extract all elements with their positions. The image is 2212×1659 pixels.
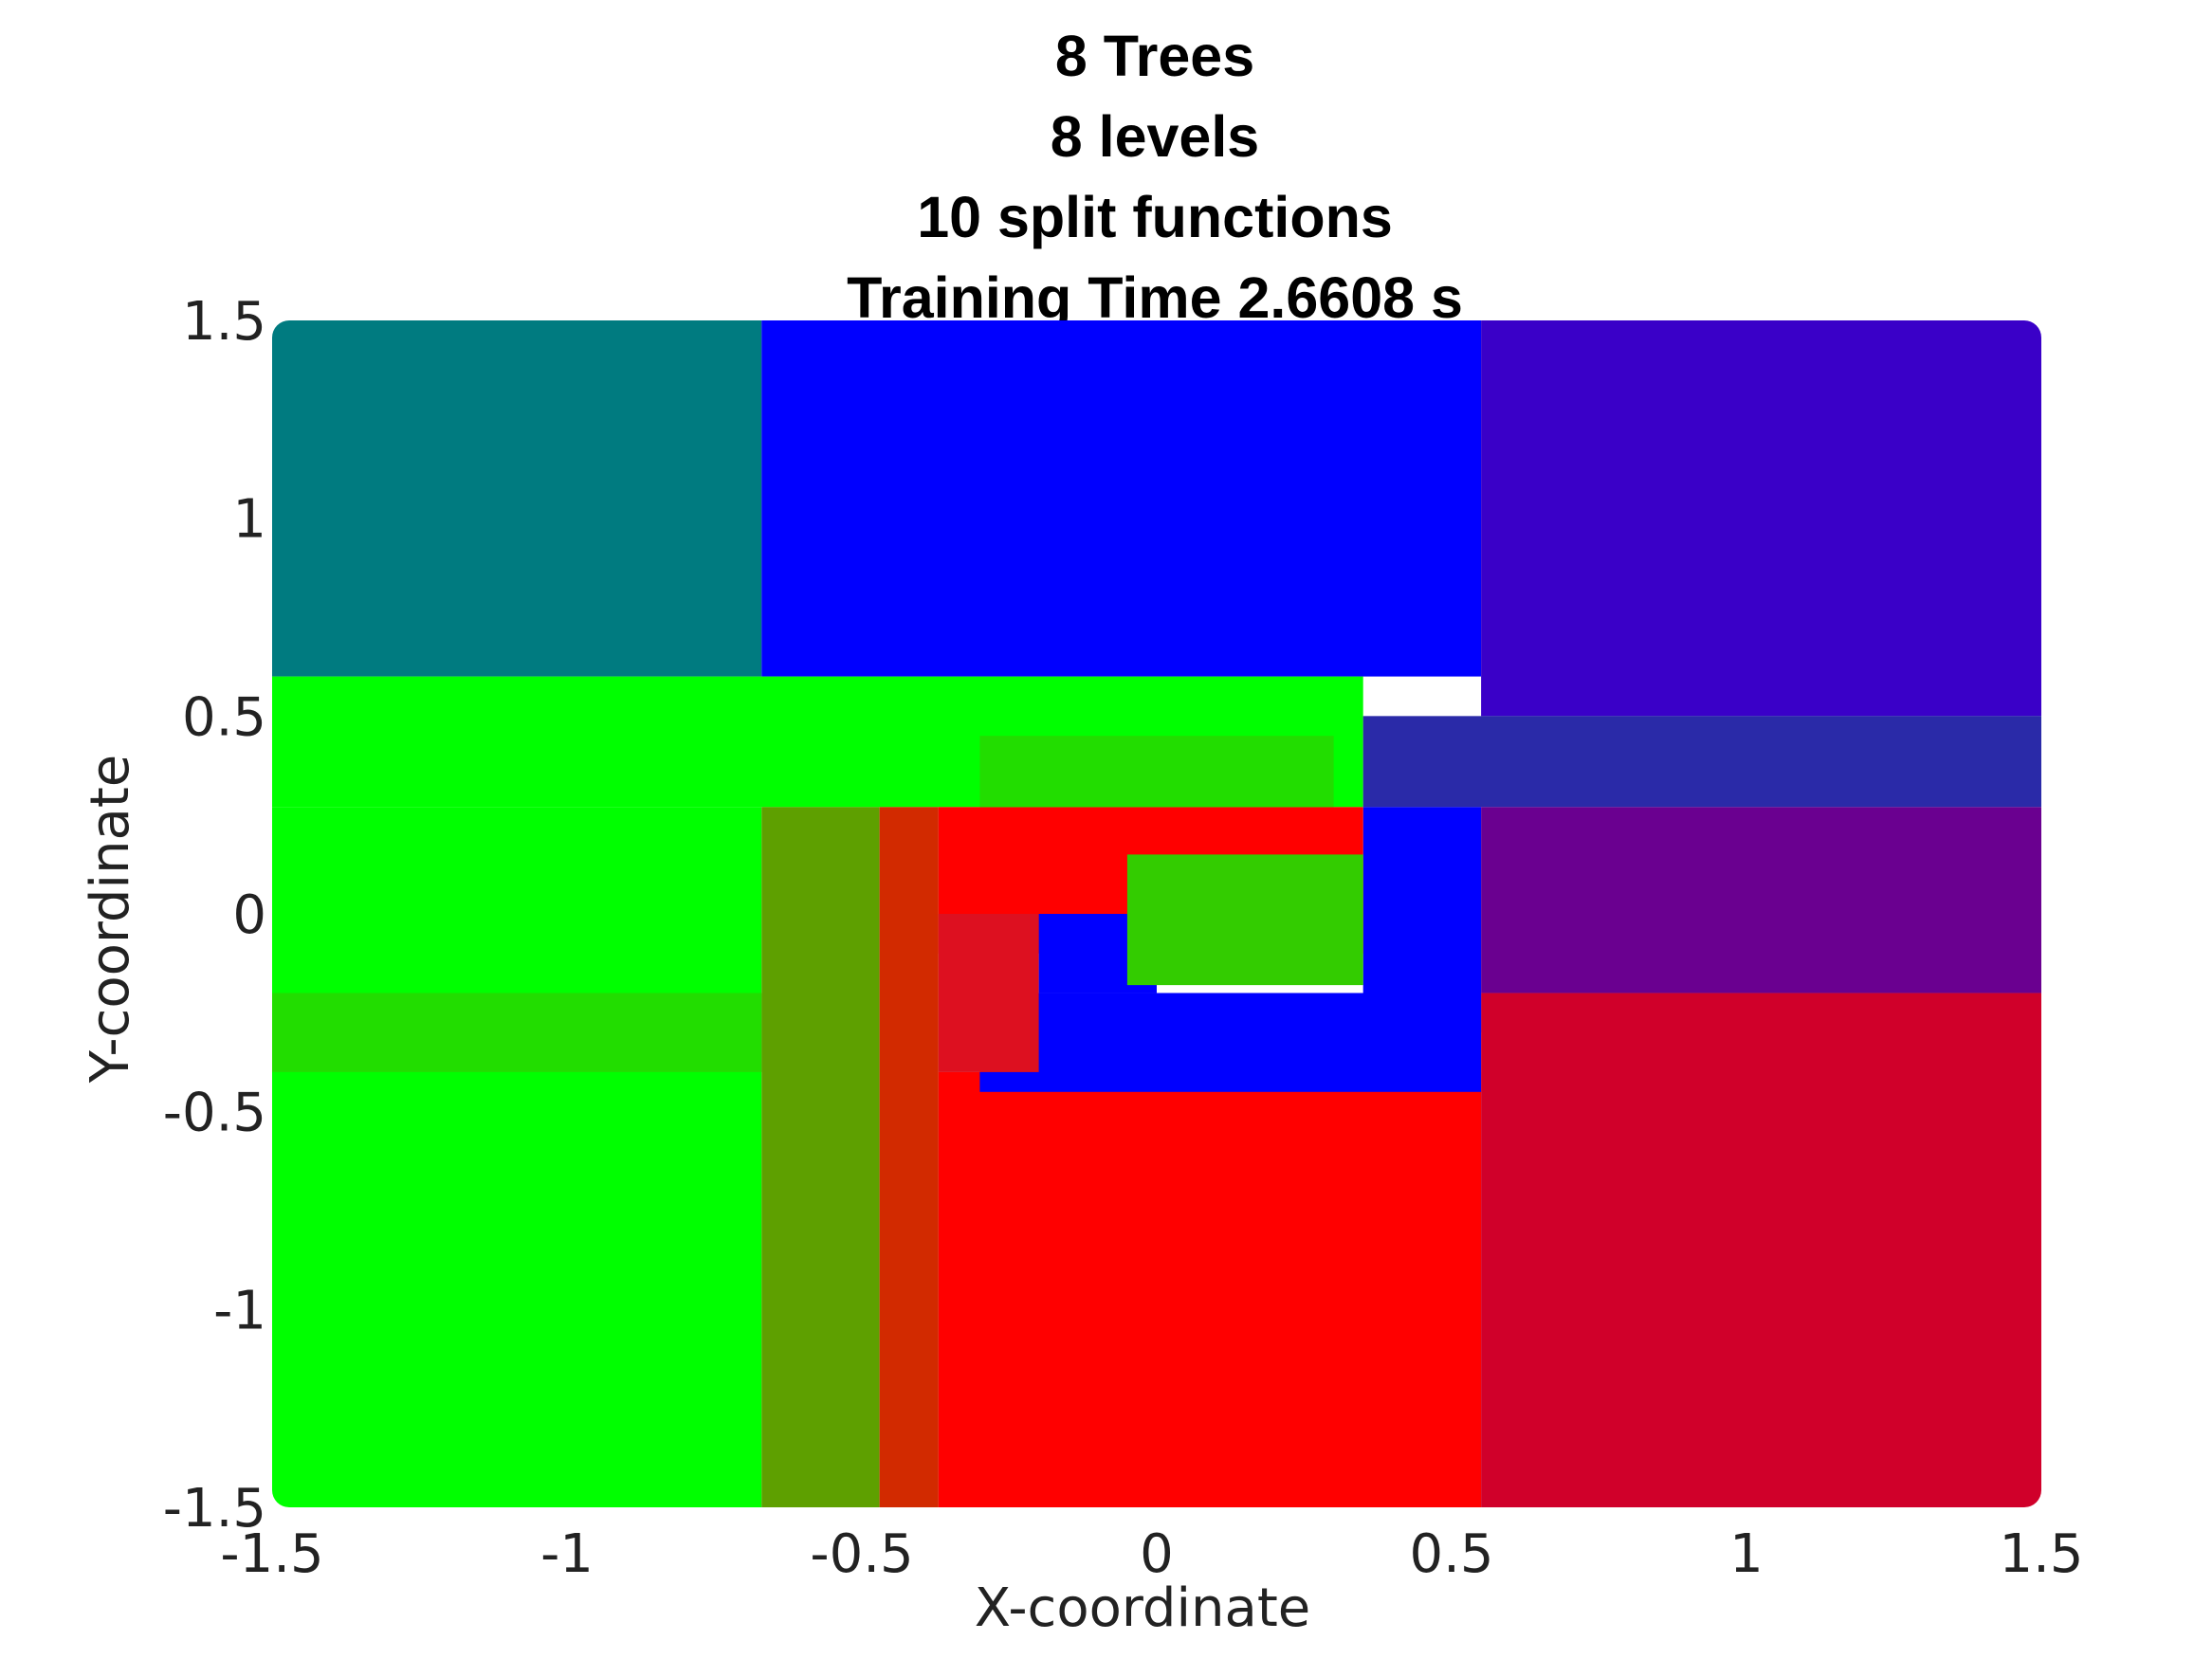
region-cell [938,1071,1482,1507]
region-cell [761,320,1482,677]
y-tick-label: -1.5 [163,1478,266,1540]
y-axis-label: Y-coordinate [80,755,141,1084]
region-cell [879,807,939,1507]
region-cell [272,320,762,677]
x-tick-label: 1 [1729,1523,1764,1585]
y-tick-label: 0 [232,884,266,946]
y-tick-label: -1 [213,1280,266,1341]
x-axis-label: X-coordinate [975,1577,1310,1639]
region-cell [1362,716,2041,808]
y-tick-label: 1 [232,489,266,551]
region-cell [938,914,1039,1072]
y-axis-ticks: 1.5 1 0.5 0 -0.5 -1 -1.5 [163,291,266,1540]
region-cell [272,993,762,1072]
plot-area [272,320,2041,1507]
region-cell [979,736,1334,808]
x-tick-label: 0.5 [1409,1523,1493,1585]
title-line: 8 levels [1051,104,1259,169]
chart-title: 8 Trees 8 levels 10 split functions Trainin… [847,24,1463,330]
y-tick-label: 1.5 [182,291,266,353]
region-cell [272,1071,762,1507]
x-tick-label: -0.5 [810,1523,913,1585]
y-tick-label: 0.5 [182,686,266,748]
title-line: Training Time 2.6608 s [847,265,1463,330]
region-cell [1481,807,2041,994]
x-tick-label: -1.5 [220,1523,323,1585]
x-tick-label: 1.5 [1999,1523,2083,1585]
title-line: 10 split functions [917,185,1393,249]
region-cell [761,807,880,1507]
y-tick-label: -0.5 [163,1083,266,1144]
region-cell [1126,854,1363,986]
x-axis-ticks: -1.5 -1 -0.5 0 0.5 1 1.5 [220,1523,2083,1585]
x-tick-label: -1 [540,1523,594,1585]
x-tick-label: 0 [1140,1523,1174,1585]
region-cell [1481,320,2041,717]
region-cell [979,993,1482,1092]
region-cell [1481,993,2041,1507]
title-line: 8 Trees [1055,24,1254,88]
